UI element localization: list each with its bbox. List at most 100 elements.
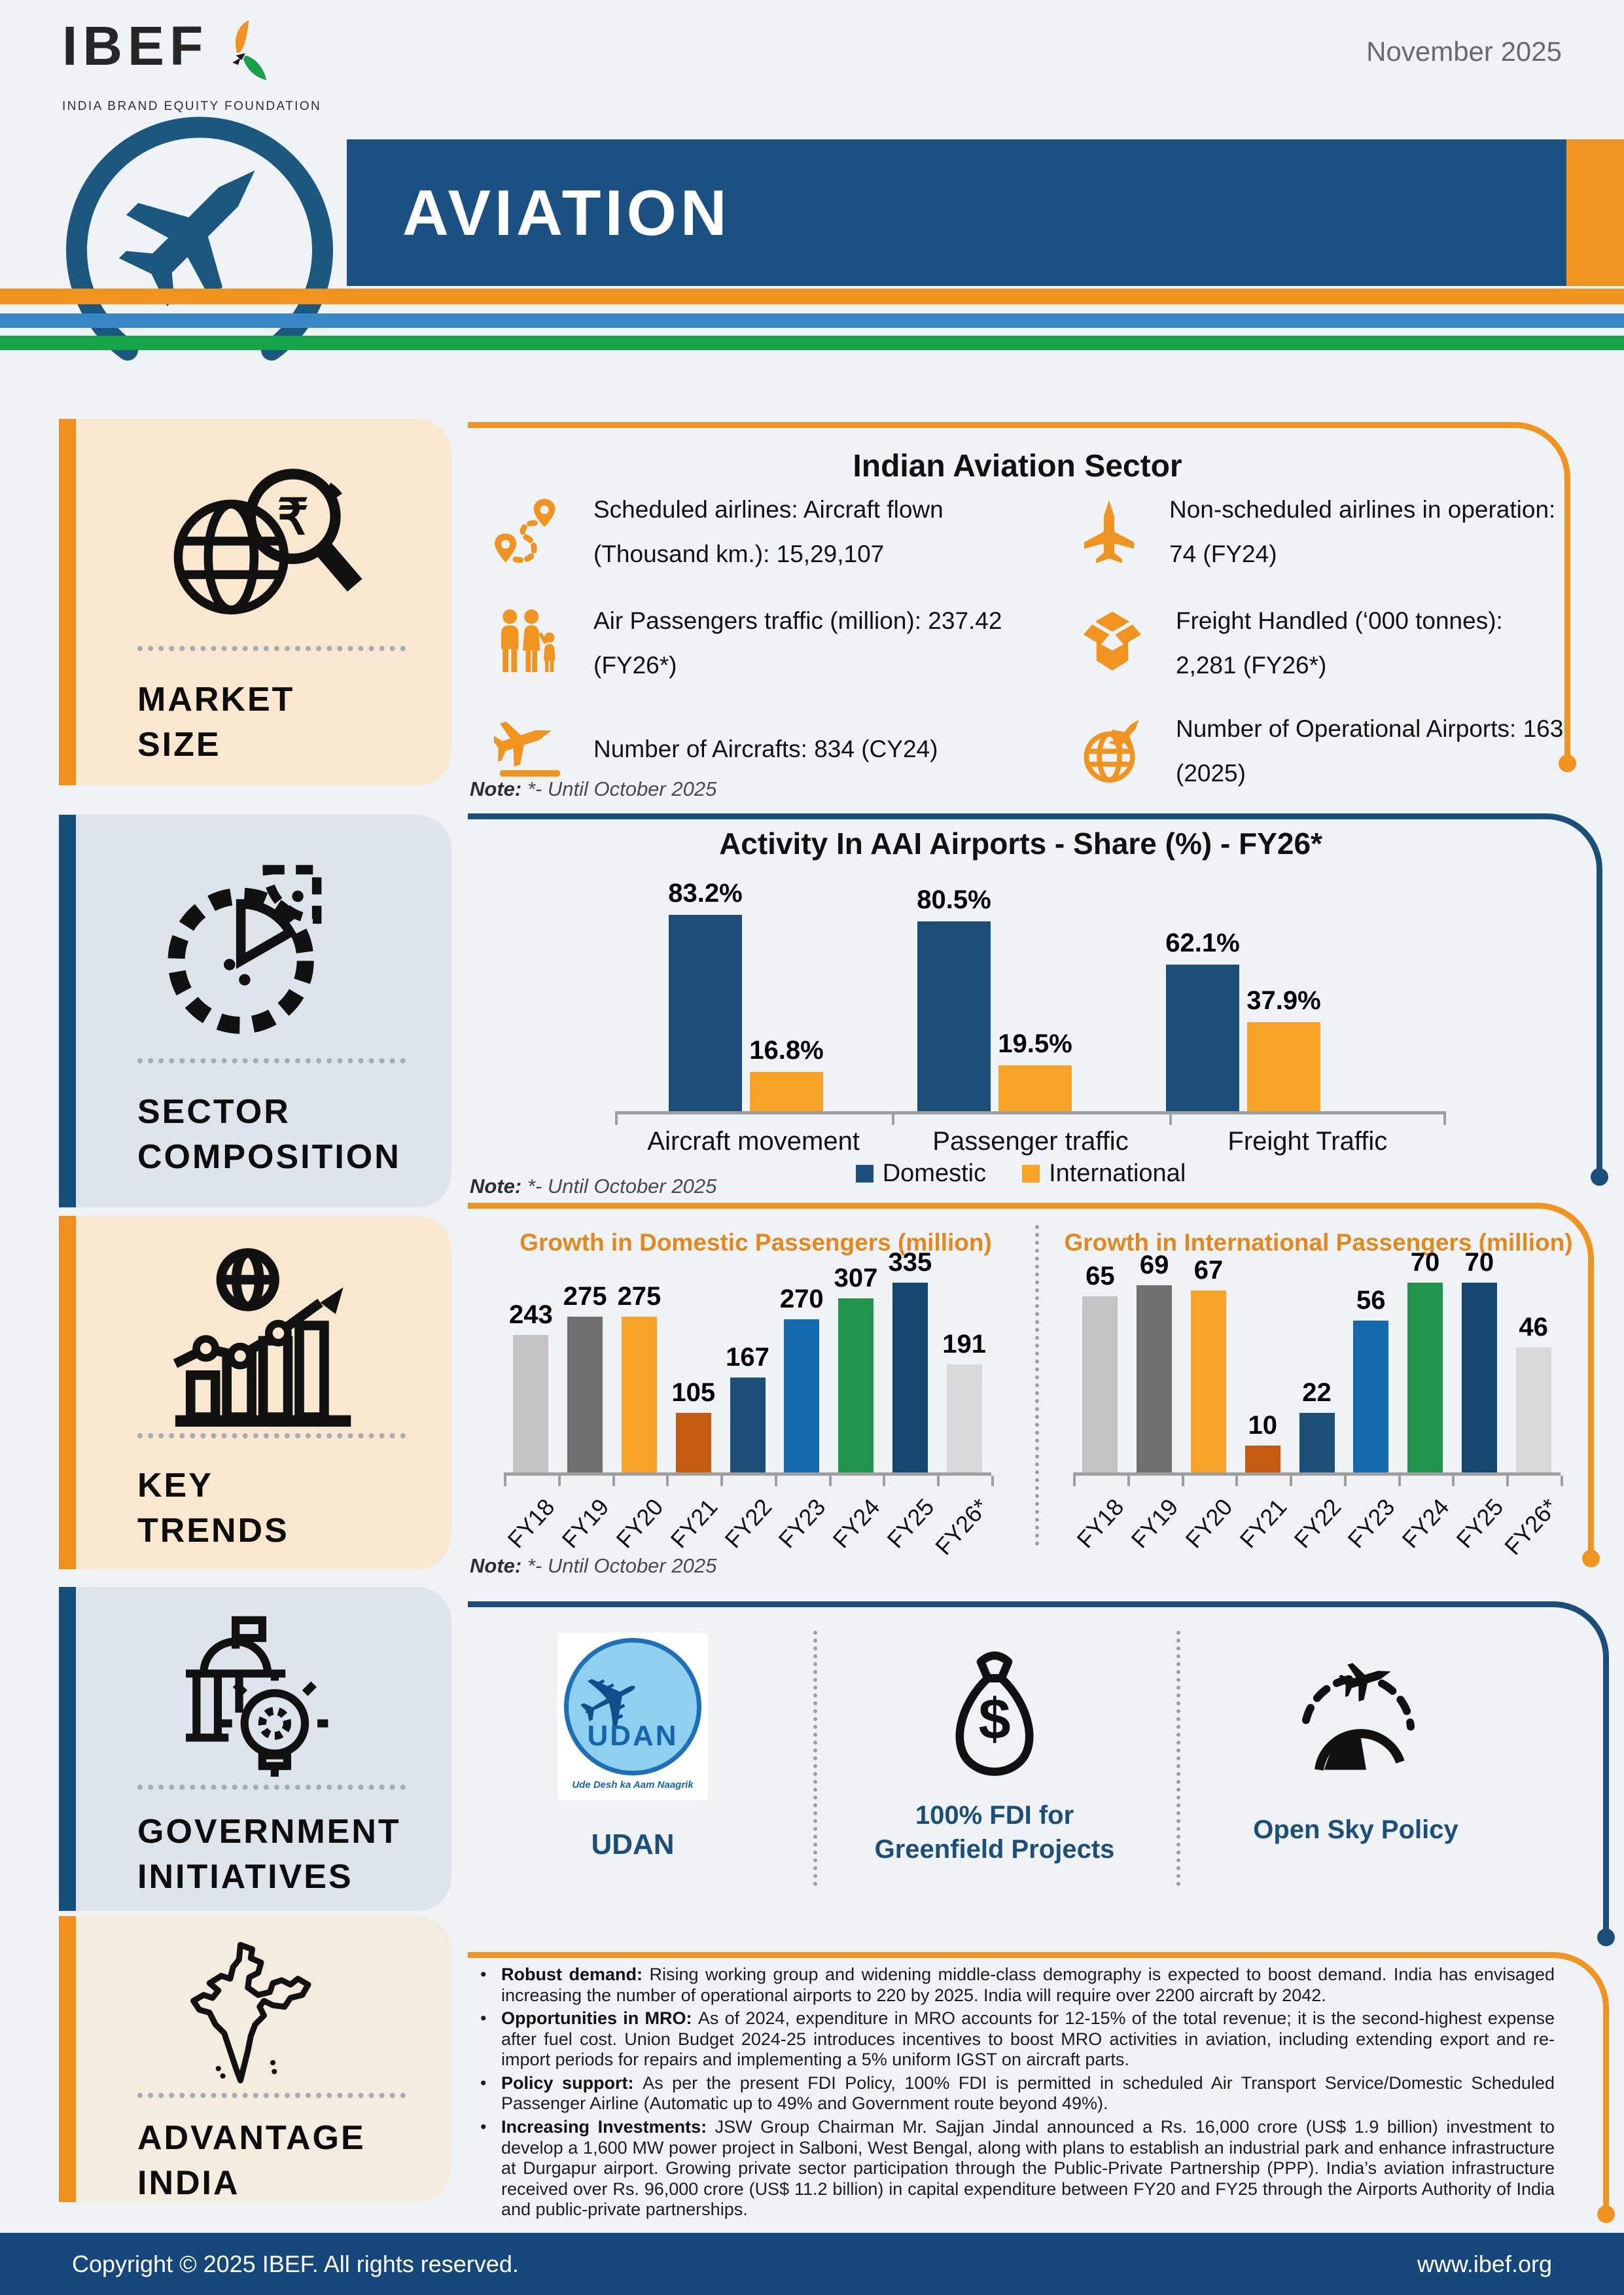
domestic-passengers-chart-title: Growth in Domestic Passengers (million) (520, 1229, 992, 1256)
bar-value-label: 56 (1356, 1286, 1386, 1315)
sidebar-card-sector-composition: SECTOR COMPOSITION (59, 815, 451, 1207)
x-axis-label: FY25 (881, 1493, 940, 1554)
axis-tick (558, 1476, 561, 1486)
ibef-bird-icon (232, 20, 267, 80)
card-divider (137, 2093, 406, 2098)
bar-FY20 (1190, 1290, 1226, 1472)
card-accent-bar (59, 1587, 76, 1911)
bar-FY21 (675, 1413, 711, 1472)
domestic-passengers-chart-plot: 243 275 275 105 167 270 307 335 191 (504, 1248, 991, 1472)
bar-value-label: 70 (1410, 1248, 1440, 1277)
market-size-note: Note: *- Until October 2025 (470, 777, 717, 800)
bar-FY26 (946, 1364, 982, 1472)
sidebar-card-key-trends: KEY TRENDS (59, 1216, 451, 1569)
bar-value-label: 67 (1193, 1256, 1224, 1285)
bar-domestic-1 (917, 921, 991, 1111)
india-map-icon (190, 1942, 311, 2084)
axis-tick (615, 1114, 618, 1125)
bar-FY23 (1353, 1321, 1389, 1472)
stripe-orange (0, 289, 1624, 304)
bar-value-label: 83.2% (668, 879, 743, 908)
x-axis-label: FY19 (556, 1493, 614, 1554)
international-passengers-chart-plot: 65 69 67 10 22 56 70 70 46 (1073, 1248, 1561, 1472)
initiatives-divider-2 (1176, 1631, 1180, 1886)
open-sky-icon (1302, 1663, 1415, 1771)
stat-air-passengers: Air Passengers traffic (million): 237.42… (494, 599, 1070, 688)
card-divider (137, 1058, 406, 1063)
aai-chart-axis (615, 1111, 1446, 1125)
plane-takeoff-icon (494, 721, 561, 777)
bar-value-label: 275 (617, 1282, 662, 1311)
sidebar-item-government-initiatives: GOVERNMENT INITIATIVES (137, 1813, 401, 1896)
growth-chart-globe-icon (173, 1248, 351, 1427)
aviation-plane-circle-icon (66, 116, 333, 361)
bar-value-label: 335 (888, 1248, 932, 1277)
x-axis-label: FY26* (929, 1493, 994, 1560)
x-axis-label: FY23 (1342, 1493, 1400, 1554)
axis-tick (1443, 1114, 1446, 1125)
initiatives-divider-1 (813, 1631, 817, 1886)
x-axis-label: FY23 (773, 1493, 831, 1554)
international-passengers-chart-xlabels: FY18 FY19 FY20 FY21 FY22 FY23 FY24 FY25 FY26* (1072, 1484, 1562, 1560)
bar-value-label: 270 (779, 1285, 824, 1313)
bar-FY19 (567, 1317, 603, 1472)
gear-pie-icon (168, 864, 322, 1034)
stat-non-scheduled-airlines: Non-scheduled airlines in operation: 74 … (1076, 488, 1574, 577)
advantage-bullet-3: Increasing Investments: JSW Group Chairm… (476, 2117, 1555, 2220)
sidebar-item-advantage-india: ADVANTAGE INDIA (137, 2119, 366, 2202)
axis-tick (775, 1476, 777, 1486)
footer-link[interactable]: www.ibef.org (1417, 2250, 1552, 2277)
globe-rupee-magnifier-icon: ₹ (173, 469, 362, 614)
bar-international-1 (998, 1065, 1072, 1111)
government-bulb-icon (186, 1616, 328, 1777)
bar-value-label: 70 (1464, 1248, 1494, 1277)
bar-international-0 (750, 1072, 823, 1111)
bar-FY23 (784, 1319, 820, 1472)
sidebar-card-government-initiatives: GOVERNMENT INITIATIVES (59, 1587, 451, 1911)
aai-chart-plot: 83.2% 16.8% 80.5% 19.5% 62.1% 37.9% (615, 879, 1446, 1111)
domestic-passengers-chart-axis (504, 1472, 994, 1486)
axis-tick (1182, 1476, 1184, 1486)
bar-FY24 (1407, 1283, 1443, 1472)
market-size-section-rule (468, 422, 1576, 772)
x-axis-label: FY21 (665, 1493, 723, 1554)
udan-logo: ✈ UDAN Ude Desh ka Aam Naagrik (557, 1633, 708, 1800)
initiative-udan-label: UDAN (591, 1828, 675, 1860)
bar-value-label: 307 (834, 1264, 878, 1292)
key-trends-note: Note: *- Until October 2025 (470, 1554, 717, 1577)
bar-FY22 (730, 1378, 766, 1472)
card-divider (137, 646, 406, 651)
footer-copyright: Copyright © 2025 IBEF. All rights reserv… (72, 2250, 519, 2277)
stat-number-of-aircrafts: Number of Aircrafts: 834 (CY24) (494, 717, 1070, 782)
sidebar-card-advantage-india: ADVANTAGE INDIA (59, 1916, 451, 2202)
bar-value-label: 69 (1139, 1251, 1169, 1279)
x-axis-label: FY25 (1451, 1493, 1509, 1554)
x-axis-label: FY22 (718, 1493, 777, 1554)
category-label: Aircraft movement (647, 1127, 860, 1156)
stripe-green (0, 336, 1624, 350)
card-accent-bar (59, 1216, 76, 1569)
plane-up-icon (1084, 500, 1134, 563)
bar-FY22 (1299, 1413, 1335, 1472)
aai-chart-section-rule (468, 813, 1608, 1186)
bar-value-label: 243 (509, 1300, 553, 1329)
udan-logo-circle: ✈ UDAN (564, 1638, 701, 1775)
legend-international: International (1022, 1160, 1186, 1188)
key-trends-divider (1035, 1225, 1039, 1546)
axis-tick (1235, 1476, 1238, 1486)
ibef-logo: IBEF INDIA BRAND EQUITY FOUNDATION (62, 18, 321, 114)
bar-international-2 (1247, 1022, 1320, 1111)
axis-tick (1452, 1476, 1455, 1486)
advantage-bullet-0: Robust demand: Rising working group and … (476, 1965, 1555, 2006)
government-initiatives-section-rule (468, 1601, 1615, 1946)
bar-value-label: 10 (1248, 1411, 1277, 1440)
bar-FY25 (892, 1283, 928, 1472)
bar-value-label: 80.5% (917, 885, 991, 914)
bar-FY24 (838, 1298, 874, 1472)
bar-value-label: 46 (1519, 1313, 1548, 1342)
axis-tick (1344, 1476, 1347, 1486)
bar-value-label: 105 (671, 1378, 716, 1407)
stat-scheduled-airlines: Scheduled airlines: Aircraft flown (Thou… (494, 488, 1070, 577)
advantage-india-section-rule (468, 1952, 1615, 2223)
x-axis-label: FY20 (1180, 1493, 1238, 1554)
